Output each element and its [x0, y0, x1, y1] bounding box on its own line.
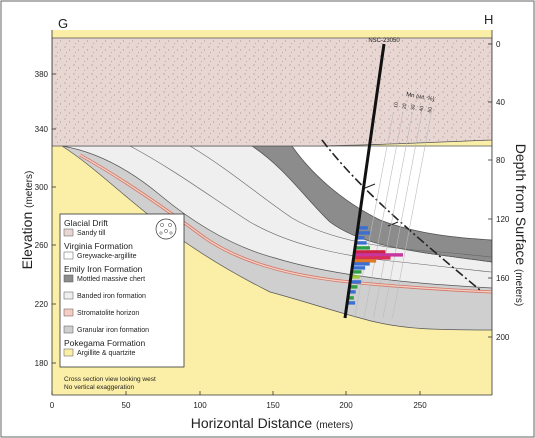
elevation-axis-title: Elevation (meters): [19, 171, 35, 270]
mn-assay-bar: [350, 285, 358, 289]
till-texture: [52, 38, 492, 146]
legend-swatch: [63, 251, 74, 260]
distance-tick-label: 200: [339, 401, 353, 410]
legend-swatch: [63, 291, 74, 300]
elevation-tick-label: 380: [35, 70, 49, 79]
mn-assay-bar: [349, 290, 356, 294]
mn-grid-line: [363, 111, 404, 319]
section-label-left: G: [58, 16, 68, 31]
legend-group-heading: Glacial Drift: [64, 218, 109, 228]
elevation-tick-label: 300: [35, 183, 49, 192]
legend-swatch: [63, 308, 74, 317]
legend-swatch: [63, 348, 74, 357]
mn-assay-bar: [356, 241, 367, 245]
depth-tick-label: 0: [496, 40, 501, 49]
mn-assay-bar: [352, 270, 362, 274]
elevation-tick-label: 180: [35, 359, 49, 368]
mn-axis-label: Mn (wt. %): [406, 92, 435, 103]
depth-tick-label: 80: [496, 156, 505, 165]
legend-box: [59, 213, 185, 368]
distance-ticks: 0 50 100 150 200 250: [50, 391, 427, 410]
mn-assay-bar: [354, 256, 391, 260]
legend-swatch: [63, 228, 74, 237]
mn-assay-bar: [354, 259, 377, 263]
mn-assay-bar: [358, 226, 368, 230]
legend-items: Glacial Drift Sandy till Virginia Formatio…: [63, 218, 149, 357]
mn-assay-grid: [354, 111, 432, 319]
mn-tick-labels: 10 20 30 40 50: [393, 102, 434, 114]
elevation-tick-label: 340: [35, 125, 49, 134]
distance-tick-label: 250: [413, 401, 427, 410]
mn-assay-bar: [351, 280, 362, 284]
mn-tick-label: 10: [393, 102, 400, 109]
elevation-tick-label: 260: [35, 241, 49, 250]
depth-tick-label: 40: [496, 98, 505, 107]
legend-group-heading: Virginia Formation: [64, 241, 133, 251]
mn-assay-bar: [351, 275, 360, 279]
mn-assay-bar: [354, 253, 403, 257]
legend-group-heading: Pokegama Formation: [64, 338, 146, 348]
fault-arrows-icon: [364, 183, 399, 227]
virginia-formation-unit: [291, 145, 492, 241]
legend-unit-label: Mottled massive chert: [77, 276, 145, 283]
mn-assay-bar: [348, 301, 356, 305]
mn-tick-label: 40: [419, 105, 426, 112]
elevation-ticks: 380 340 300 260 220 180: [35, 70, 56, 368]
note-exaggeration: No vertical exaggeration: [64, 384, 134, 391]
distance-axis-title: Horizontal Distance (meters): [191, 415, 354, 431]
mn-grid-line: [354, 111, 394, 319]
depth-tick-label: 160: [496, 274, 510, 283]
note-view: Cross section view looking west: [64, 376, 156, 383]
depth-tick-label: 120: [496, 215, 510, 224]
mn-grid-line: [382, 111, 423, 319]
banding-line: [189, 145, 492, 258]
depth-axis-title: Depth from Surface (meters): [513, 144, 529, 307]
elevation-tick-label: 220: [35, 300, 49, 309]
section-label-right: H: [484, 12, 493, 27]
legend-unit-label: Sandy till: [77, 230, 106, 237]
drillhole-trace: [343, 43, 386, 319]
drillhole-label: NSC-23050: [368, 38, 400, 44]
rose-diagram-icon: [155, 218, 177, 240]
legend-unit-label: Stromatolite horizon: [77, 310, 139, 317]
legend-unit-label: Argillite & quartzite: [77, 350, 135, 357]
legend-swatch: [63, 325, 74, 334]
mn-assay-bar: [348, 296, 354, 300]
legend-swatch: [63, 274, 74, 283]
legend-group-heading: Emily Iron Formation: [64, 264, 143, 274]
legend-unit-label: Banded iron formation: [77, 293, 146, 300]
distance-tick-label: 50: [122, 401, 131, 410]
legend-unit-label: Greywacke-argillite: [77, 253, 137, 260]
depth-tick-label: 200: [496, 333, 510, 342]
mn-tick-label: 50: [427, 106, 434, 113]
mn-assay-bars: [348, 226, 403, 305]
mn-assay-bar: [353, 262, 370, 266]
distance-tick-label: 150: [266, 401, 280, 410]
mn-grid-line: [373, 111, 413, 319]
legend-unit-label: Granular iron formation: [77, 327, 149, 334]
mn-assay-bar: [355, 246, 370, 250]
distance-tick-label: 100: [193, 401, 207, 410]
distance-tick-label: 0: [50, 401, 55, 410]
mn-assay-bar: [357, 236, 365, 240]
mn-tick-label: 20: [402, 103, 409, 110]
mn-assay-bar: [355, 250, 386, 254]
mn-tick-label: 30: [410, 104, 417, 111]
mn-grid-line: [392, 111, 432, 319]
legend: Glacial Drift Sandy till Virginia Formatio…: [59, 213, 185, 391]
stromatolite-horizon-core: [79, 154, 492, 293]
depth-ticks: 0 40 80 120 160 200: [488, 40, 510, 342]
mn-assay-bar: [353, 266, 366, 270]
banding-line: [129, 145, 492, 273]
mn-assay-bar: [358, 231, 371, 235]
